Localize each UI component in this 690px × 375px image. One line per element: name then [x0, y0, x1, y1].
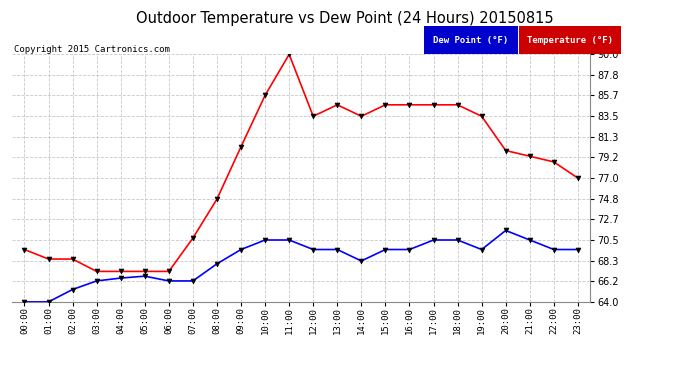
Text: Dew Point (°F): Dew Point (°F)	[433, 36, 509, 45]
Text: Temperature (°F): Temperature (°F)	[527, 36, 613, 45]
Text: Copyright 2015 Cartronics.com: Copyright 2015 Cartronics.com	[14, 45, 170, 54]
Text: Outdoor Temperature vs Dew Point (24 Hours) 20150815: Outdoor Temperature vs Dew Point (24 Hou…	[136, 11, 554, 26]
